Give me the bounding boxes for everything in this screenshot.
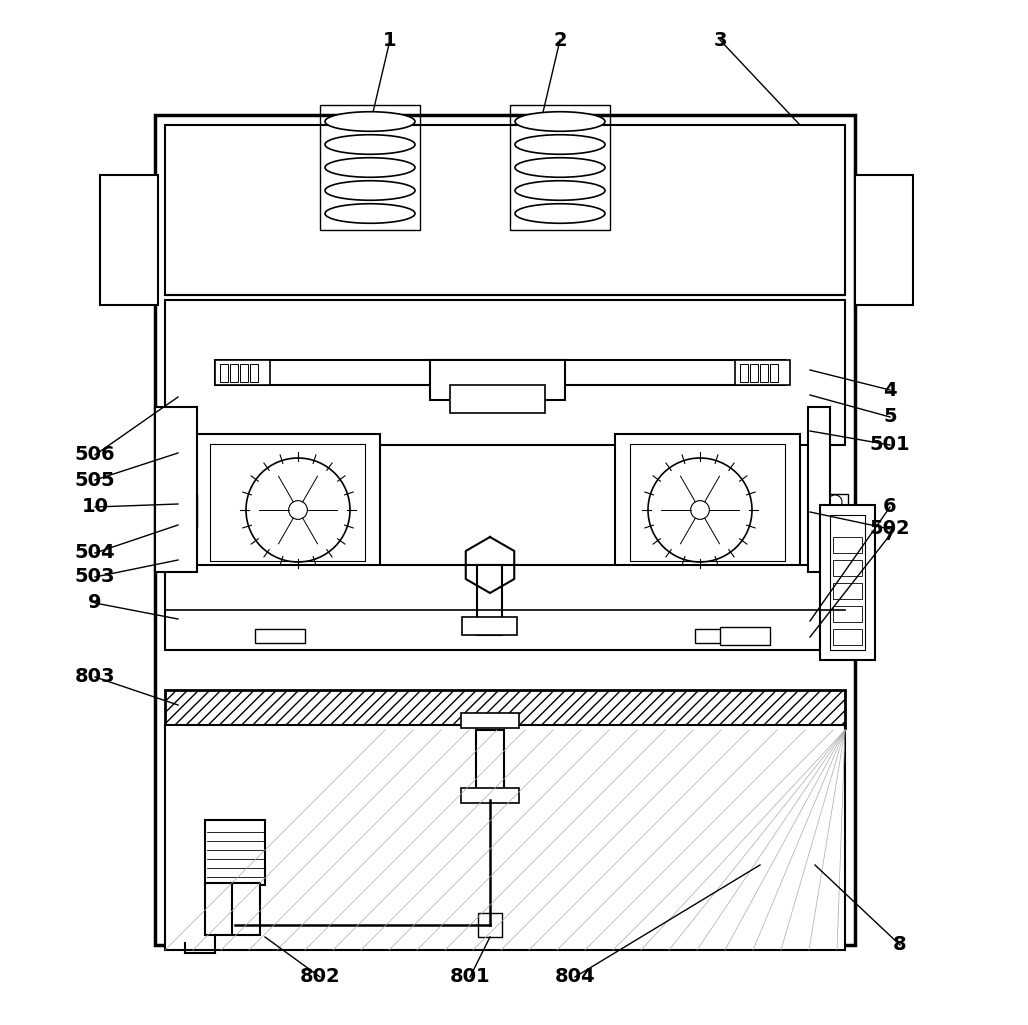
Ellipse shape xyxy=(325,134,415,155)
Bar xyxy=(100,175,158,305)
Text: 9: 9 xyxy=(88,593,102,613)
Bar xyxy=(510,105,610,230)
Text: 3: 3 xyxy=(713,31,727,49)
Bar xyxy=(155,115,855,945)
Bar xyxy=(740,364,748,382)
Ellipse shape xyxy=(515,134,605,155)
Bar xyxy=(430,360,565,400)
Bar xyxy=(250,364,258,382)
Bar xyxy=(615,434,800,569)
Circle shape xyxy=(648,458,752,562)
Ellipse shape xyxy=(325,204,415,223)
Bar xyxy=(461,788,519,803)
Bar xyxy=(255,629,305,643)
Bar xyxy=(195,434,380,569)
Bar xyxy=(833,537,862,554)
Bar xyxy=(855,175,913,305)
Circle shape xyxy=(828,495,842,509)
Bar xyxy=(830,515,865,650)
Bar xyxy=(157,494,197,510)
Bar xyxy=(808,511,848,527)
Text: 503: 503 xyxy=(75,568,115,586)
Bar xyxy=(476,730,504,800)
Text: 2: 2 xyxy=(553,31,566,49)
Bar xyxy=(650,565,675,650)
Bar xyxy=(155,407,197,572)
Text: 1: 1 xyxy=(383,31,397,49)
Text: 506: 506 xyxy=(75,446,115,464)
Text: 504: 504 xyxy=(75,543,115,563)
Text: 801: 801 xyxy=(449,968,490,986)
Text: 6: 6 xyxy=(883,497,896,517)
Text: 505: 505 xyxy=(75,470,115,490)
Text: 8: 8 xyxy=(893,936,907,954)
Bar xyxy=(210,444,365,561)
Bar xyxy=(205,883,260,935)
Circle shape xyxy=(246,458,350,562)
Bar xyxy=(750,364,758,382)
Ellipse shape xyxy=(325,180,415,200)
Circle shape xyxy=(691,500,709,520)
Bar xyxy=(760,364,768,382)
Bar xyxy=(695,629,745,643)
Bar xyxy=(278,565,303,650)
Ellipse shape xyxy=(515,158,605,177)
Bar xyxy=(450,385,545,413)
Bar xyxy=(220,364,228,382)
Text: 502: 502 xyxy=(870,520,911,538)
Bar xyxy=(230,364,238,382)
Bar xyxy=(808,407,830,572)
Bar xyxy=(215,360,270,385)
Bar xyxy=(833,606,862,622)
Bar xyxy=(215,360,785,385)
Bar xyxy=(320,105,420,230)
Bar xyxy=(477,565,502,636)
Text: 4: 4 xyxy=(883,380,896,400)
Bar xyxy=(808,494,848,510)
Bar xyxy=(833,629,862,645)
Circle shape xyxy=(163,495,177,509)
Circle shape xyxy=(828,512,842,526)
Bar xyxy=(630,444,785,561)
Bar xyxy=(478,913,502,937)
Circle shape xyxy=(163,512,177,526)
Text: 804: 804 xyxy=(555,968,595,986)
Bar xyxy=(166,690,845,728)
Circle shape xyxy=(289,500,307,520)
Bar xyxy=(166,565,845,650)
Bar xyxy=(240,364,248,382)
Bar xyxy=(833,560,862,576)
Ellipse shape xyxy=(325,112,415,131)
Text: 7: 7 xyxy=(883,526,896,544)
Bar xyxy=(205,820,265,885)
Text: 10: 10 xyxy=(81,497,109,517)
Bar xyxy=(590,565,615,650)
Bar xyxy=(833,583,862,599)
Ellipse shape xyxy=(515,204,605,223)
Ellipse shape xyxy=(515,112,605,131)
Bar xyxy=(461,713,519,728)
Bar xyxy=(166,300,845,445)
Bar xyxy=(166,125,845,295)
Ellipse shape xyxy=(515,180,605,200)
Bar xyxy=(735,360,790,385)
Bar xyxy=(462,617,517,636)
Text: 501: 501 xyxy=(870,436,911,454)
Bar xyxy=(338,565,363,650)
Bar xyxy=(770,364,778,382)
Text: 803: 803 xyxy=(75,667,115,687)
Bar xyxy=(166,725,845,950)
Text: 5: 5 xyxy=(883,408,896,426)
Bar xyxy=(820,505,875,660)
Bar xyxy=(720,627,770,645)
Bar xyxy=(157,511,197,527)
Ellipse shape xyxy=(325,158,415,177)
Text: 802: 802 xyxy=(300,968,340,986)
